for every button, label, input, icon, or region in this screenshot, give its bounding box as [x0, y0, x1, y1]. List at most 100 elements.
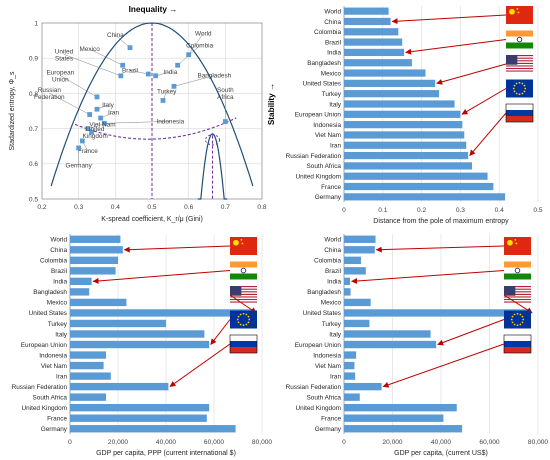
usa-flag-stripe: [506, 55, 533, 57]
bar-category-label: World: [324, 237, 341, 244]
bar-x-tick: 40,000: [431, 439, 452, 446]
usa-flag-stripe-white: [230, 289, 257, 292]
eu-flag-star: [521, 315, 524, 318]
bar: [70, 330, 205, 338]
usa-flag: [506, 55, 533, 73]
usa-flag-stripe-white: [230, 300, 257, 302]
scatter-point-label-line: United: [55, 48, 74, 55]
usa-flag-stripe-white: [504, 289, 531, 292]
scatter-point-label: Germany: [66, 162, 93, 169]
red-arrow: [351, 270, 505, 284]
bar-x-tick: 0.2: [417, 207, 426, 214]
eu-flag-star: [248, 318, 251, 321]
usa-flag: [230, 286, 257, 304]
bar: [70, 256, 118, 264]
eu-flag-star: [521, 82, 524, 85]
usa-flag-stripe: [230, 286, 257, 288]
usa-flag: [504, 286, 531, 304]
usa-flag-stripe-white: [230, 295, 257, 297]
bar-category-label: China: [324, 247, 341, 254]
usa-flag-stripe: [230, 296, 257, 298]
scatter-leader-line: [173, 75, 215, 87]
eu-flag-star: [239, 313, 242, 316]
scatter-leader-line: [129, 70, 149, 75]
india-flag-saffron: [504, 261, 531, 268]
bar-category-label: China: [324, 19, 341, 26]
russia-flag-white: [506, 104, 533, 110]
bar-category-label: Iran: [330, 373, 341, 380]
eu-flag-star: [522, 318, 525, 321]
eu-flag: [504, 310, 531, 329]
china-flag-small-star: [515, 242, 518, 245]
china-flag-small-star: [240, 238, 243, 241]
scatter-leader-line: [188, 33, 204, 55]
scatter-x-tick: 0.3: [74, 204, 83, 211]
bar: [344, 288, 351, 296]
scatter-point-label: China: [107, 32, 124, 39]
bar-category-label: European Union: [295, 112, 342, 119]
scatter-point: [160, 98, 166, 103]
bar: [70, 309, 255, 317]
scatter-point-label: Bangladesh: [197, 73, 231, 80]
china-flag: [504, 237, 531, 255]
bar-category-label: Turkey: [48, 321, 68, 328]
russia-flag-white: [230, 335, 257, 341]
eu-flag-star: [245, 313, 248, 316]
bar-category-label: Colombia: [314, 29, 341, 36]
usa-flag-stripe: [504, 291, 531, 293]
eu-flag-star: [523, 84, 526, 87]
eu-flag-field: [506, 79, 533, 98]
bar: [344, 17, 391, 26]
bar: [70, 372, 111, 380]
bar: [344, 340, 437, 349]
red-arrow: [405, 39, 507, 55]
red-arrow: [469, 112, 507, 156]
bar-category-label: World: [50, 237, 67, 244]
scatter-leader-line: [49, 92, 90, 115]
scatter-x-tick: 0.5: [147, 204, 156, 211]
eu-flag-star: [239, 323, 242, 326]
usa-flag-stripe-white: [230, 302, 257, 304]
bar-category-label: Russian Federation: [286, 384, 342, 391]
bar-x-tick: 80,000: [252, 439, 273, 446]
scatter-y-tick: 0.9: [29, 56, 38, 63]
eu-flag-field: [504, 310, 531, 329]
eu-flag-star: [242, 312, 245, 315]
bar-category-label: World: [324, 8, 341, 15]
bar-category-label: Germany: [315, 426, 342, 433]
scatter-point: [94, 94, 100, 100]
bar: [70, 382, 169, 391]
eu-flag-star: [245, 323, 248, 326]
scatter-x-label: K-spread coefficient, K_r/μ (Gini): [101, 216, 203, 223]
scatter-point: [76, 145, 82, 151]
bar-x-tick: 80,000: [528, 439, 549, 446]
stability-axis-label: Stability →: [267, 83, 276, 125]
scatter-point: [94, 106, 100, 112]
usa-flag-stripe-white: [504, 292, 531, 294]
bar: [344, 162, 473, 170]
china-flag-small-star: [516, 7, 519, 10]
scatter-point: [85, 126, 91, 131]
red-arrow: [169, 343, 231, 388]
scatter-point: [175, 62, 181, 68]
bar-category-label: United States: [303, 310, 341, 317]
red-arrow: [210, 319, 231, 345]
scatter-leader-line: [87, 124, 103, 129]
scatter-point-label-line: Russian: [38, 87, 62, 94]
scatter-point-label: Indonesia: [156, 118, 184, 125]
scatter-y-tick: 0.5: [29, 196, 38, 203]
eu-flag-star: [511, 321, 514, 324]
usa-flag-stripe: [506, 57, 533, 59]
scatter-leader-line: [177, 45, 200, 66]
bar-category-label: Viet Nam: [315, 363, 341, 370]
bar: [344, 404, 457, 412]
russia-flag-red: [506, 116, 533, 122]
bar-category-label: Turkey: [322, 91, 342, 98]
usa-flag-stripe-white: [504, 295, 531, 297]
scatter-point: [120, 62, 126, 68]
china-flag-field: [506, 6, 533, 24]
eu-flag-star: [513, 313, 516, 316]
bar: [70, 298, 127, 307]
scatter-point-label: European Union: [46, 70, 74, 84]
